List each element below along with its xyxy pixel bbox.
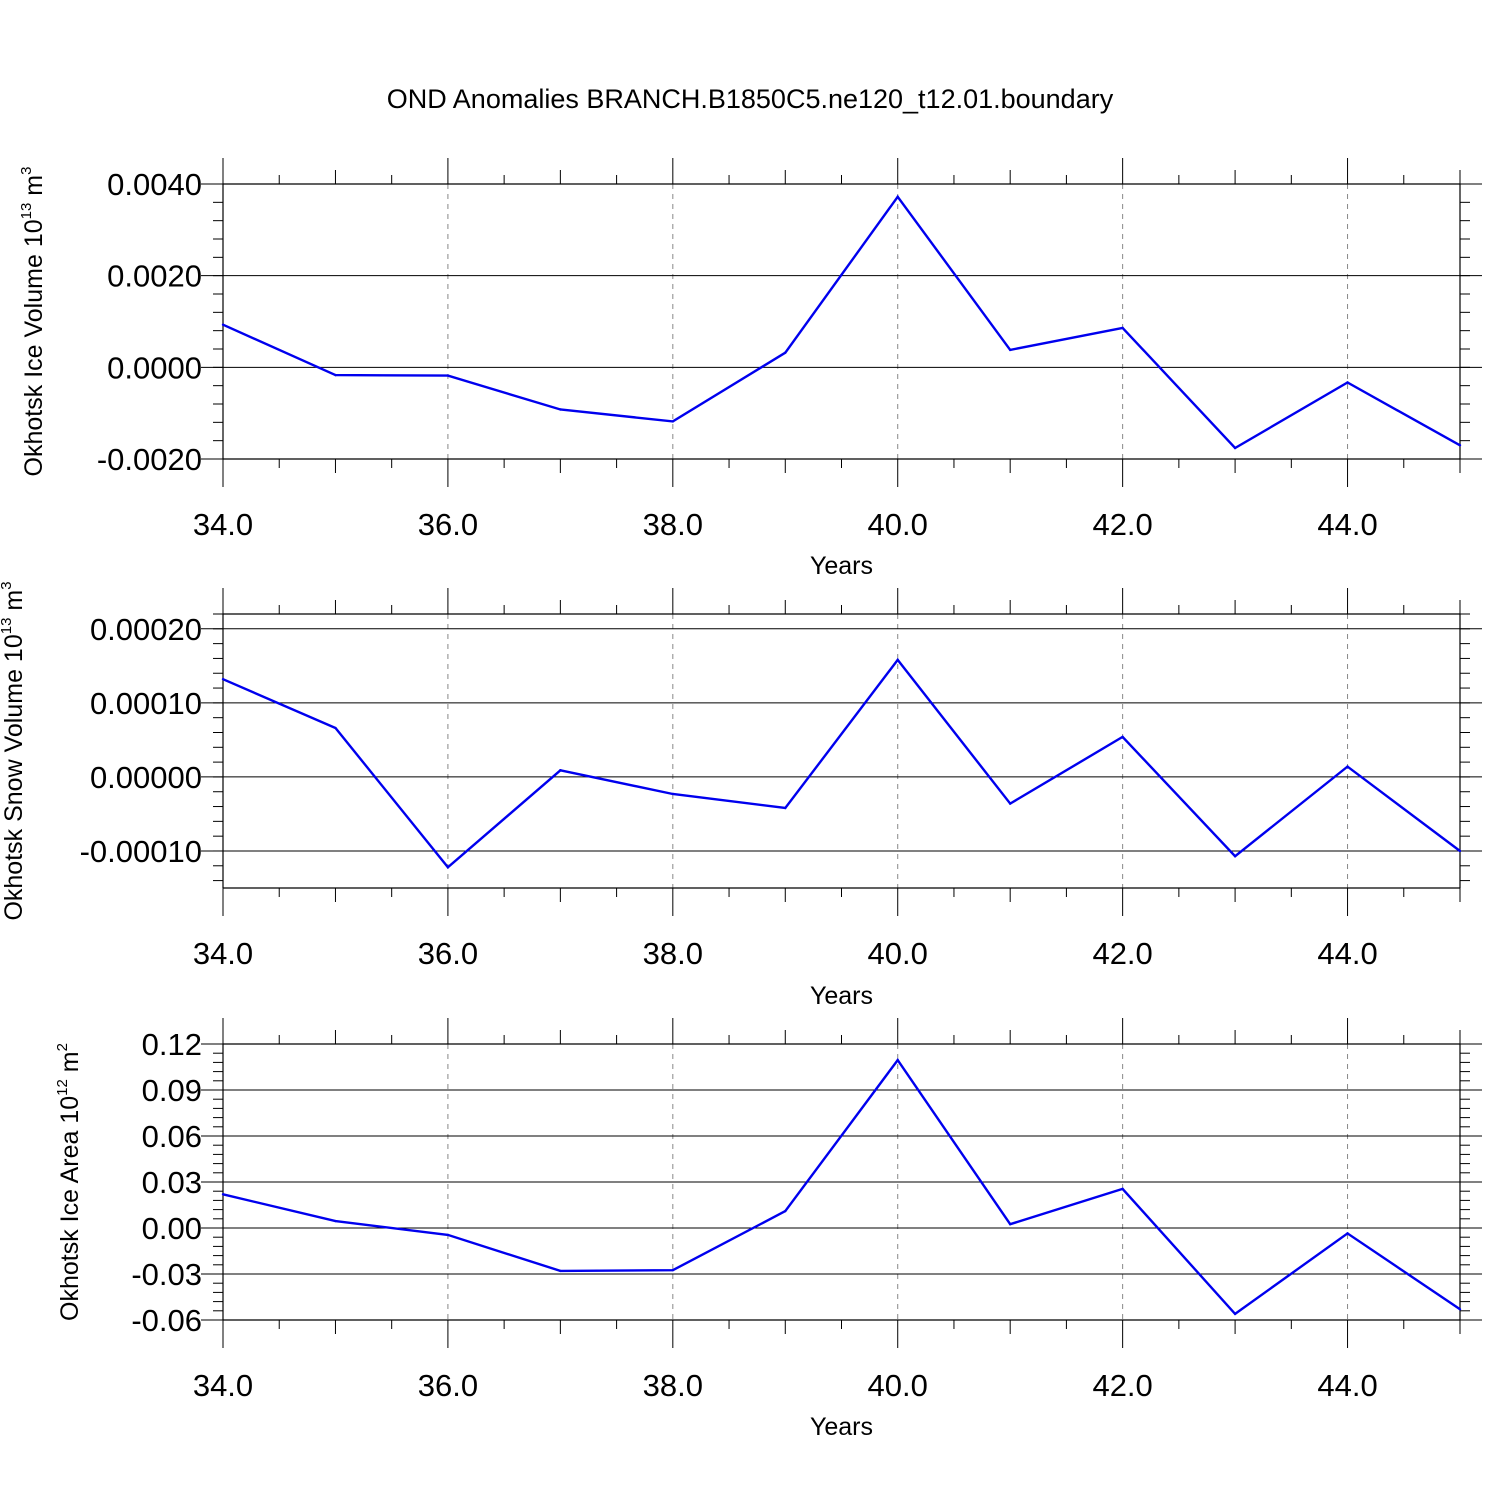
x-tick-label: 44.0 [1317,936,1377,971]
data-point [1233,446,1237,450]
x-tick-label: 40.0 [868,936,928,971]
x-tick-label: 40.0 [868,507,928,542]
y-tick-label: 0.00010 [90,686,202,721]
data-point [1458,1308,1462,1311]
data-point [1458,444,1462,447]
series-line [222,657,1461,870]
y-axis-label-unit-exp: 2 [54,1043,71,1051]
y-tick-label: -0.0020 [97,442,202,477]
y-tick-label: 0.0040 [107,167,202,202]
y-axis-label-unit: m [20,175,48,203]
y-tick-label: 0.09 [142,1073,202,1108]
data-point [1346,1232,1349,1235]
data-point [1233,854,1237,858]
y-axis-label-exp: 13 [0,618,15,635]
y-tick-label: -0.06 [131,1303,202,1338]
data-point [784,806,787,810]
x-tick-label: 34.0 [193,1368,253,1403]
y-tick-label: 0.0000 [107,350,202,385]
y-axis-label-unit-exp: 3 [18,167,35,175]
y-axis-label: Okhotsk Ice Volume 1013 m3 [18,167,48,477]
y-tick-label: 0.00 [142,1211,202,1246]
y-tick-label: 0.03 [142,1165,202,1200]
x-tick-label: 44.0 [1317,507,1377,542]
data-point [334,373,337,377]
y-axis-label-exp: 13 [18,203,35,220]
data-point [1121,1187,1124,1191]
x-tick-label: 36.0 [418,507,478,542]
data-point [559,1269,562,1273]
data-point [446,374,450,377]
panel-ice-volume: 34.0 36.0 38.0 40.0 42.0 44.0 0.0040 0.0020 0.00… [18,158,1482,580]
data-point [1008,1222,1012,1226]
x-tick-label: 38.0 [643,936,703,971]
data-point [1346,381,1349,384]
data-point [896,1058,899,1062]
data-point [1458,849,1462,853]
x-axis-label: Years [810,1413,873,1441]
y-axis-label-exp: 12 [54,1079,71,1096]
panel-ice-area: 34.0 36.0 38.0 40.0 42.0 44.0 0.12 0.09 0.06 0.03… [54,1018,1482,1441]
data-point [896,195,899,199]
x-tick-label: 42.0 [1092,507,1152,542]
y-tick-label: -0.00010 [80,834,202,869]
data-point [896,658,899,662]
y-tick-label: 0.00000 [90,760,202,795]
figure-title: OND Anomalies BRANCH.B1850C5.ne120_t12.0… [387,84,1114,114]
y-axis-label-unit-exp: 3 [0,581,15,589]
y-axis-label-unit: m [56,1051,84,1079]
y-axis-label-text: Okhotsk Ice Volume 10 [20,219,48,476]
y-tick-label: 0.06 [142,1119,202,1154]
data-point [671,792,675,796]
data-point [784,351,787,354]
y-axis-label-unit: m [0,590,28,618]
data-point [1346,765,1349,768]
y-tick-label: -0.03 [131,1257,202,1292]
y-axis-label: Okhotsk Snow Volume 1013 m3 [0,581,28,920]
x-tick-label: 40.0 [868,1368,928,1403]
data-point [671,420,675,423]
data-point [446,866,450,869]
y-tick-label: 0.00020 [90,612,202,647]
data-point [446,1233,450,1237]
x-tick-label: 36.0 [418,1368,478,1403]
data-point [1008,348,1012,352]
x-tick-label: 42.0 [1092,936,1152,971]
data-point [1121,326,1124,330]
data-point [1121,735,1124,739]
series-line [222,194,1461,450]
data-point [334,1219,337,1223]
x-tick-label: 42.0 [1092,1368,1152,1403]
x-tick-label: 34.0 [193,936,253,971]
data-point [671,1268,675,1272]
x-tick-label: 34.0 [193,507,253,542]
data-point [1233,1312,1237,1316]
y-axis-label-text: Okhotsk Snow Volume 10 [0,634,28,920]
data-point [784,1209,787,1213]
panel-snow-volume: 34.0 36.0 38.0 40.0 42.0 44.0 0.00020 0.00010 0.… [0,581,1482,1010]
y-tick-label: 0.0020 [107,259,202,294]
data-point [221,1193,225,1196]
data-point [221,677,225,681]
series-line [222,1058,1461,1316]
y-tick-label: 0.12 [142,1027,202,1062]
y-axis-label: Okhotsk Ice Area 1012 m2 [54,1043,84,1321]
x-tick-label: 44.0 [1317,1368,1377,1403]
y-axis-label-text: Okhotsk Ice Area 10 [56,1096,84,1321]
data-point [334,726,337,730]
data-point [221,323,225,326]
x-axis-label: Years [810,982,873,1010]
x-tick-label: 38.0 [643,1368,703,1403]
data-point [559,769,562,772]
data-point [559,408,562,411]
x-tick-label: 36.0 [418,936,478,971]
x-tick-label: 38.0 [643,507,703,542]
x-axis-label: Years [810,552,873,580]
data-point [1008,802,1012,805]
